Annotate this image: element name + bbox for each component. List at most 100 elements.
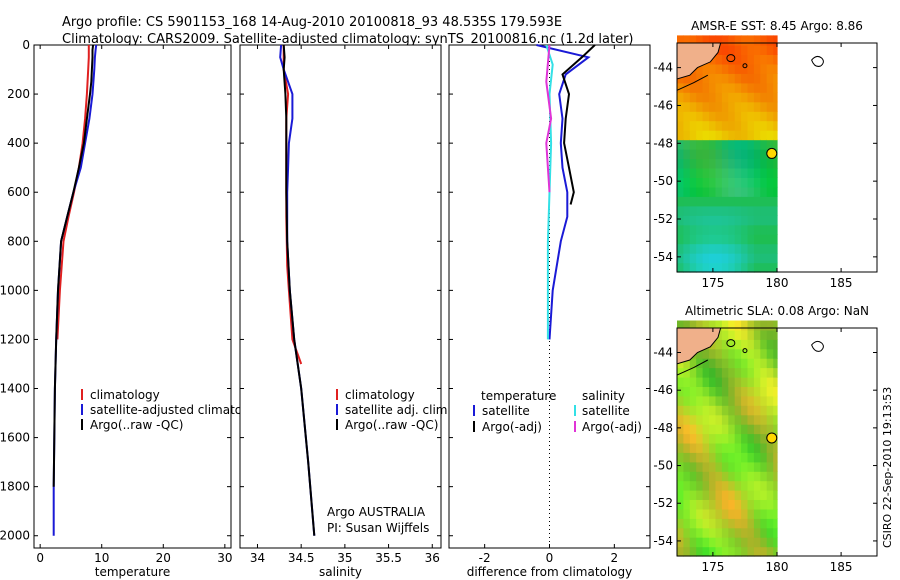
map-cell: [753, 243, 761, 254]
map-cell: [683, 262, 691, 273]
map-cell: [728, 215, 736, 226]
map-cell: [753, 508, 761, 519]
map-cell: [741, 452, 749, 463]
map-cell: [689, 480, 697, 491]
map-cell: [689, 518, 697, 529]
map-cell: [741, 167, 749, 178]
map-cell: [721, 424, 729, 435]
map-cell: [766, 73, 774, 84]
legend-label: satellite-adjusted climatology: [90, 403, 268, 417]
map-cell: [760, 546, 768, 557]
map-cell: [773, 377, 778, 387]
map-cell: [689, 35, 697, 46]
map-cell: [760, 234, 768, 245]
map-cell: [741, 130, 749, 141]
map-cell: [747, 139, 755, 150]
map-cell: [766, 130, 774, 141]
map-cell: [760, 537, 768, 548]
map-cell: [702, 101, 710, 112]
map-cell: [689, 424, 697, 435]
map-cell: [689, 120, 697, 131]
map-cell: [741, 215, 749, 226]
map-cell: [760, 101, 768, 112]
map-cell: [747, 480, 755, 491]
map-cell: [702, 215, 710, 226]
map-cell: [747, 111, 755, 122]
map-cell: [734, 461, 742, 472]
map-cell: [702, 480, 710, 491]
map-cell: [721, 120, 729, 131]
map-cell: [741, 424, 749, 435]
map-cell: [753, 537, 761, 548]
y-tick-label: 600: [7, 185, 30, 199]
map-cell: [766, 405, 774, 416]
map-cell: [702, 262, 710, 273]
map-cell: [753, 167, 761, 178]
map-cell: [721, 395, 729, 406]
x-tick-label: 180: [766, 560, 789, 574]
island-outline: [811, 340, 824, 352]
map-cell: [747, 186, 755, 197]
map-cell: [702, 35, 710, 46]
map-cell: [734, 442, 742, 453]
map-cell: [715, 461, 723, 472]
map-cell: [715, 158, 723, 169]
map-cell: [677, 111, 684, 122]
map-cell: [721, 234, 729, 245]
map-cell: [702, 527, 710, 538]
map-cell: [683, 480, 691, 491]
map-cell: [721, 348, 729, 359]
map-cell: [728, 537, 736, 548]
map-cell: [689, 177, 697, 188]
map-cell: [683, 320, 691, 331]
map-cell: [773, 243, 778, 254]
map-cell: [766, 546, 774, 557]
map-cell: [753, 120, 761, 131]
map-cell: [728, 442, 736, 453]
legend-label: climatology: [345, 388, 415, 402]
map-cell: [766, 224, 774, 235]
x-axis-label: temperature: [95, 565, 170, 579]
map-cell: [766, 339, 774, 350]
map-cell: [728, 177, 736, 188]
x-tick-label: 185: [830, 560, 853, 574]
map-cell: [721, 177, 729, 188]
map-cell: [696, 358, 704, 369]
map-cell: [709, 167, 717, 178]
map-cell: [747, 499, 755, 510]
map-cell: [734, 490, 742, 500]
map-cell: [734, 367, 742, 378]
map-cell: [728, 386, 736, 397]
map-cell: [760, 262, 768, 273]
map-cell: [753, 262, 761, 273]
map-cell: [689, 101, 697, 112]
map-cell: [677, 452, 684, 463]
map-cell: [728, 358, 736, 369]
map-cell: [702, 499, 710, 510]
sst-map-panel: AMSR-E SST: 8.45 Argo: 8.86 175 180 185 -44…: [653, 19, 878, 290]
map-cell: [734, 424, 742, 435]
map-cell: [677, 234, 684, 245]
map-cell: [747, 527, 755, 538]
map-cell: [721, 82, 729, 93]
map-cell: [683, 234, 691, 245]
map-cell: [747, 101, 755, 112]
map-cell: [753, 177, 761, 188]
map-cell: [753, 224, 761, 235]
map-cell: [734, 73, 742, 84]
map-cell: [741, 92, 749, 103]
map-cell: [753, 395, 761, 406]
map-cell: [766, 424, 774, 435]
map-cell: [696, 414, 704, 425]
series-line: [52, 44, 95, 487]
map-cell: [721, 111, 729, 122]
map-cell: [709, 499, 717, 510]
map-cell: [760, 395, 768, 406]
map-cell: [760, 320, 768, 331]
map-cell: [773, 215, 778, 226]
map-cell: [773, 518, 778, 529]
map-cell: [689, 224, 697, 235]
map-cell: [715, 205, 723, 216]
map-cell: [734, 205, 742, 216]
